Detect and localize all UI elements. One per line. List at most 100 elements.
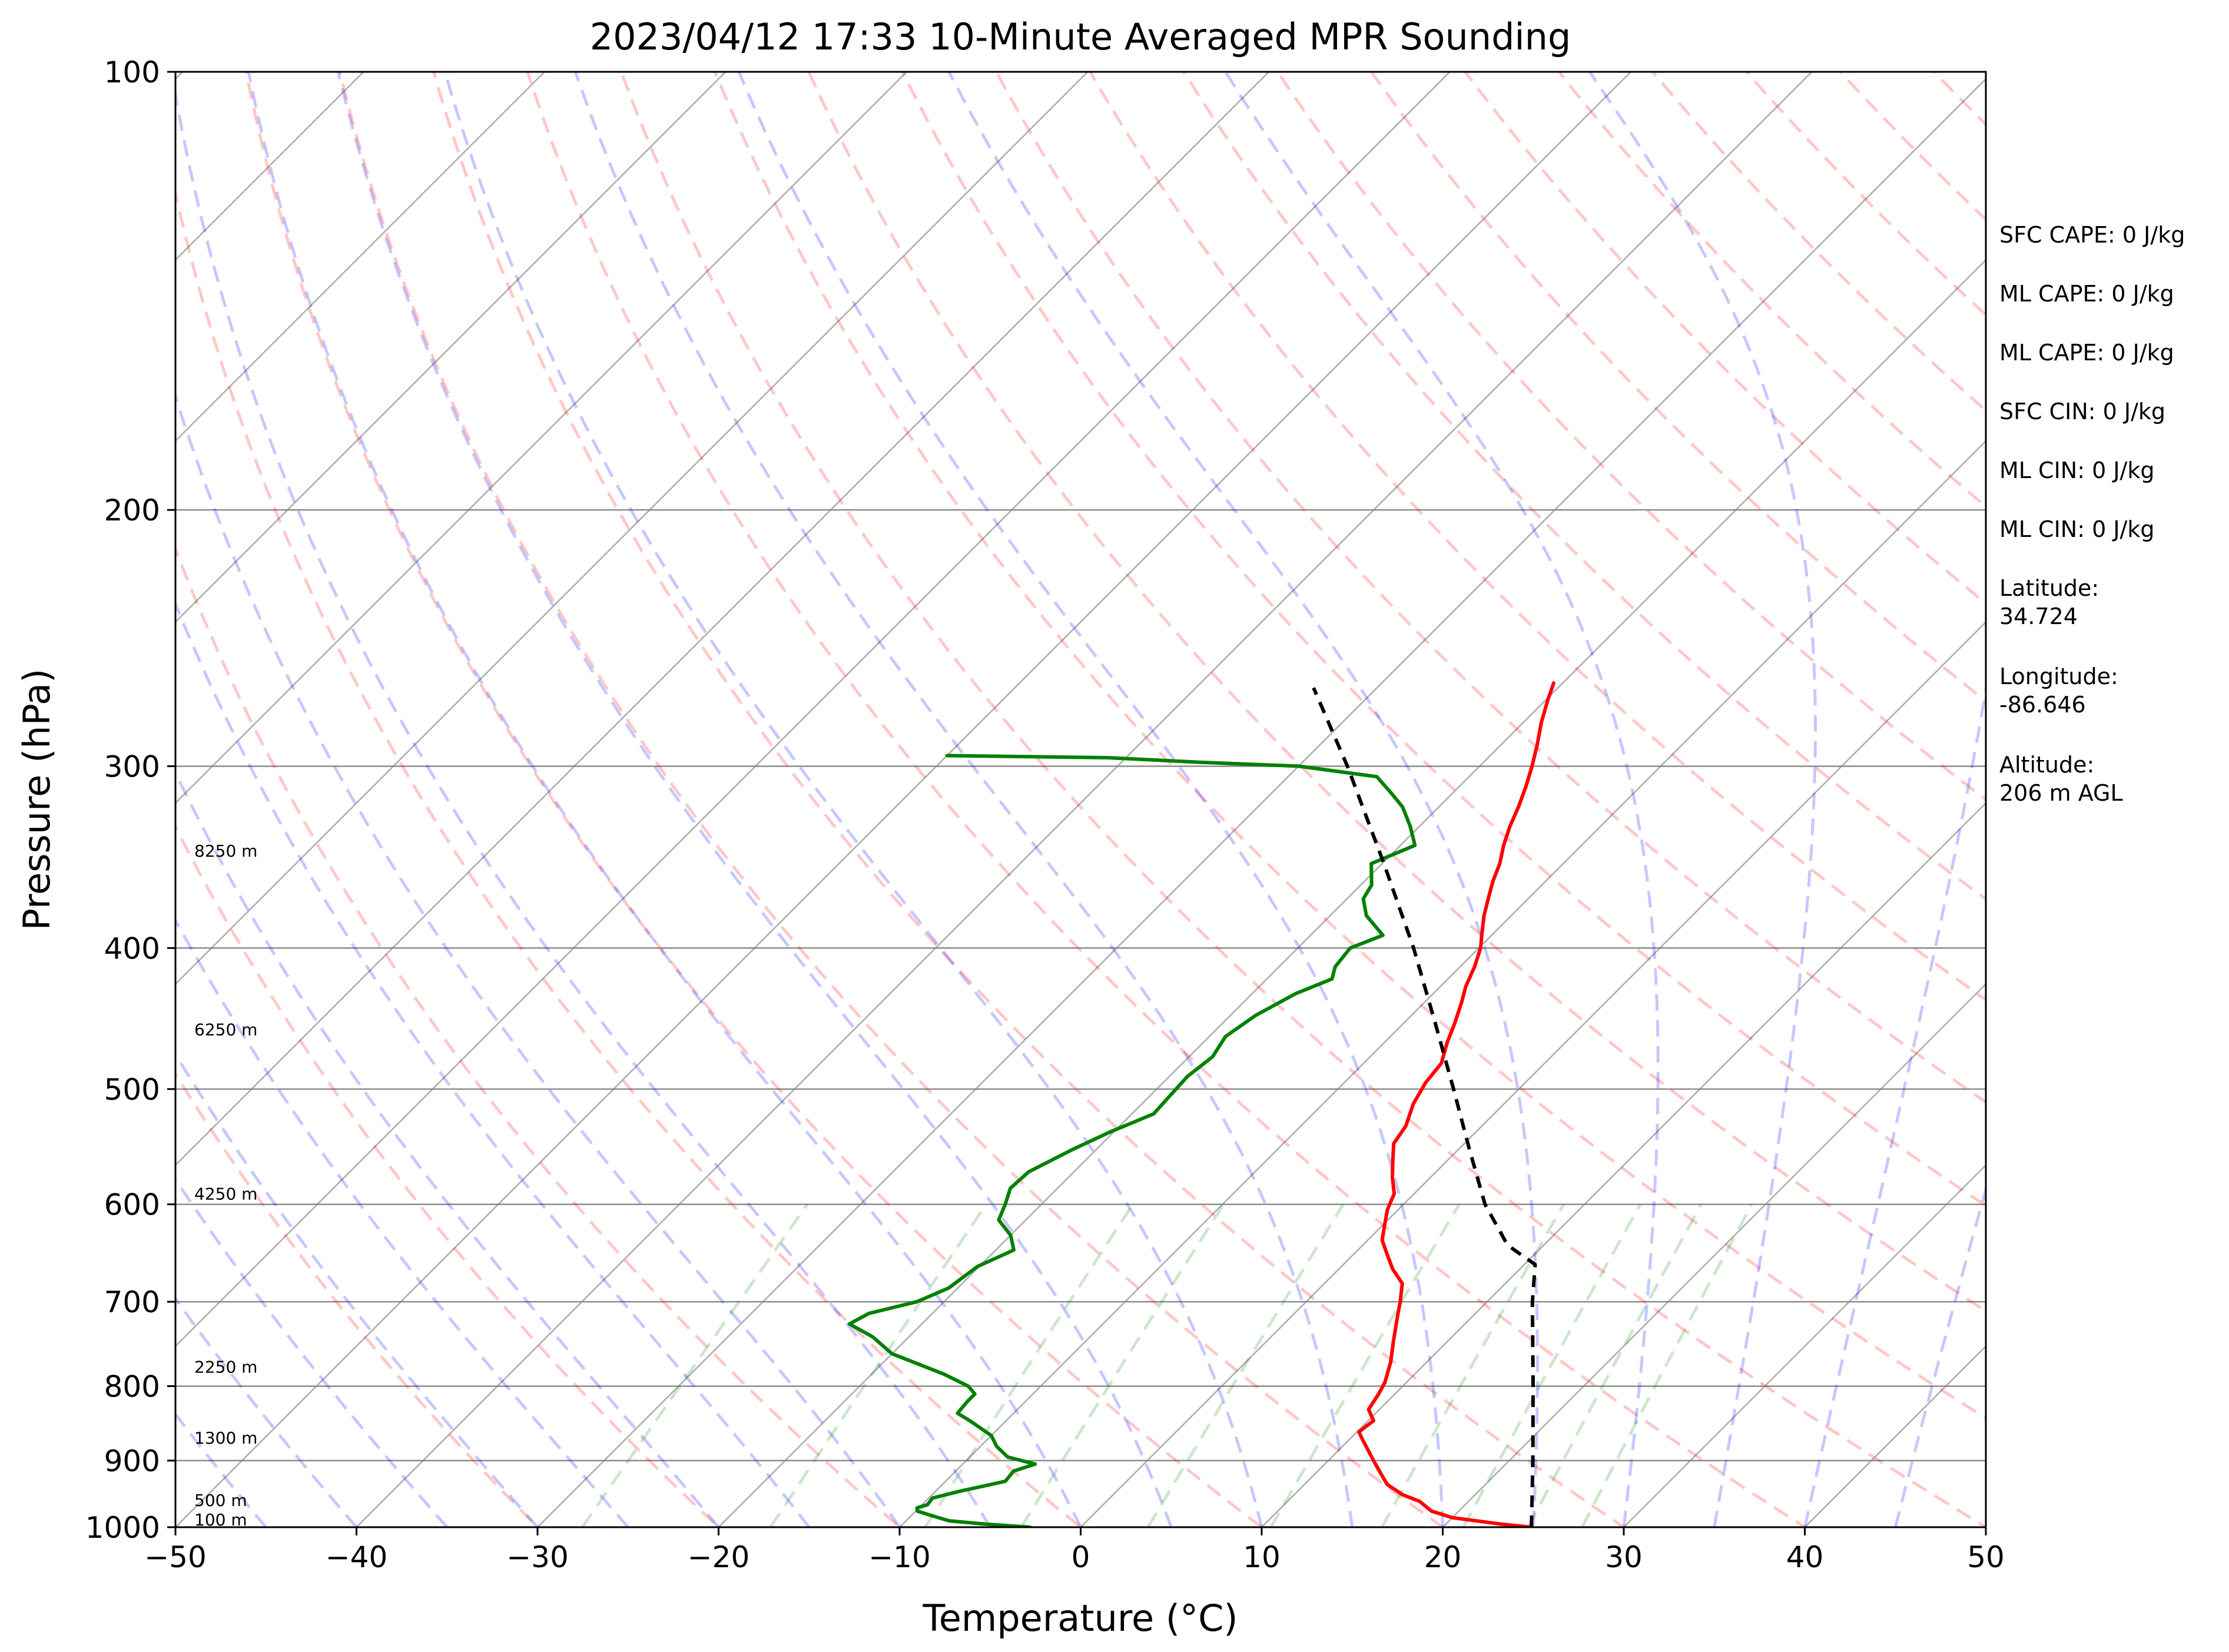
y-axis-label: Pressure (hPa) — [15, 669, 58, 931]
dry-adiabat-line — [994, 72, 1986, 1104]
height-label: 6250 m — [194, 1020, 257, 1040]
y-tick-label: 500 — [104, 1073, 160, 1107]
isotherm-line — [1080, 621, 1986, 1527]
isotherm-line — [537, 78, 1986, 1527]
moist-adiabat-line — [1803, 681, 1986, 1527]
y-tick-label: 600 — [104, 1188, 160, 1222]
height-label: 500 m — [194, 1491, 247, 1510]
height-label: 1300 m — [194, 1428, 257, 1448]
dry-adiabat-line — [175, 186, 1083, 1527]
moist-adiabat-line — [1224, 72, 1660, 1527]
dry-adiabat-line — [1276, 72, 1986, 802]
y-tick-label: 700 — [104, 1285, 160, 1319]
y-tick-label: 100 — [104, 55, 160, 89]
moist-adiabat-line — [1893, 1184, 1986, 1527]
mixing-ratio-line — [1146, 1203, 1345, 1527]
moist-adiabat-line — [175, 1296, 358, 1527]
info-text: 206 m AGL — [1999, 780, 2123, 806]
isotherm-line — [175, 72, 907, 804]
parcel-profile — [1312, 687, 1537, 1527]
moist-adiabat-line — [737, 72, 1444, 1527]
mixing-ratio-line — [1462, 1203, 1642, 1527]
isotherm-line — [175, 72, 545, 442]
isotherm-line — [175, 72, 1451, 1348]
isotherm-line — [1261, 802, 1986, 1527]
info-text: -86.646 — [1999, 692, 2086, 718]
info-text: 34.724 — [1999, 603, 2078, 629]
sounding-profiles — [847, 681, 1555, 1527]
moist-adiabat-line — [247, 72, 1082, 1527]
x-tick-label: −20 — [688, 1540, 750, 1574]
y-tick-label: 800 — [104, 1369, 160, 1404]
isotherm-line — [175, 72, 1631, 1527]
isotherm-line — [175, 72, 1089, 986]
info-text: SFC CIN: 0 J/kg — [1999, 399, 2165, 424]
dry-adiabat-line — [526, 72, 1808, 1527]
x-tick-label: 20 — [1424, 1540, 1462, 1574]
dry-adiabat-line — [175, 1071, 540, 1527]
dry-adiabat-line — [432, 72, 1627, 1527]
moist-adiabat-line — [175, 1051, 539, 1527]
dry-adiabat-line — [1088, 72, 1986, 1002]
sounding-info-panel: SFC CAPE: 0 J/kg ML CAPE: 0 J/kg ML CAPE: … — [1999, 222, 2185, 806]
x-axis: −50 −40 −30 −20 −10 0 10 20 30 40 50 — [144, 1527, 2005, 1574]
height-label: 2250 m — [194, 1358, 257, 1377]
x-tick-label: −30 — [506, 1540, 569, 1574]
mixing-ratio-line — [1581, 1203, 1753, 1527]
isotherm-line — [1623, 1164, 1986, 1527]
y-axis: 1000 900 800 700 600 500 400 300 200 100 — [85, 55, 175, 1545]
y-tick-label: 200 — [104, 493, 160, 528]
dry-adiabat-line — [619, 72, 1986, 1527]
y-tick-label: 300 — [104, 749, 160, 784]
mixing-ratio-line — [924, 1203, 1135, 1527]
height-label: 4250 m — [194, 1185, 257, 1204]
info-text: ML CIN: 0 J/kg — [1999, 516, 2154, 542]
info-text: SFC CAPE: 0 J/kg — [1999, 222, 2185, 248]
moist-adiabat-line — [947, 72, 1539, 1527]
mixing-ratio-line — [1020, 1203, 1225, 1527]
x-tick-label: 10 — [1243, 1540, 1281, 1574]
temperature-profile — [1357, 681, 1555, 1527]
isotherm-line — [175, 72, 1269, 1166]
moist-adiabat-line — [175, 1176, 449, 1527]
x-tick-label: −50 — [144, 1540, 207, 1574]
x-tick-label: −10 — [868, 1540, 931, 1574]
mixing-ratio-line — [1269, 1203, 1461, 1527]
info-text: ML CAPE: 0 J/kg — [1999, 340, 2174, 366]
mixing-ratio-line — [1527, 1203, 1703, 1527]
mixing-ratio-line — [1381, 1203, 1565, 1527]
moist-adiabat-line — [175, 917, 629, 1527]
x-tick-label: −40 — [326, 1540, 388, 1574]
height-label: 100 m — [194, 1510, 247, 1530]
dry-adiabat-line — [1744, 72, 1986, 317]
moist-adiabat-line — [1588, 72, 1817, 1527]
moist-adiabat-line — [175, 86, 991, 1527]
mixing-ratio-line — [581, 1203, 809, 1527]
moist-adiabat-line — [443, 72, 1263, 1527]
moist-adiabat-line — [175, 1411, 267, 1527]
isotherm-line — [1442, 983, 1986, 1527]
info-text: Latitude: — [1999, 575, 2099, 601]
dry-adiabat-line — [713, 72, 1986, 1420]
height-label: 8250 m — [194, 841, 257, 861]
isotherm-line — [718, 258, 1986, 1527]
info-text: Altitude: — [1999, 752, 2094, 778]
dry-adiabat-line — [901, 72, 1986, 1208]
moist-adiabat-line — [175, 600, 811, 1527]
moist-adiabat-line — [175, 769, 720, 1527]
x-axis-label: Temperature (°C) — [922, 1597, 1238, 1640]
x-tick-label: 50 — [1967, 1540, 2005, 1574]
dry-adiabat-line — [1650, 72, 1986, 413]
moist-adiabat-line — [573, 72, 1354, 1527]
background-lines — [175, 72, 1986, 1527]
x-tick-label: 30 — [1605, 1540, 1643, 1574]
info-text: Longitude: — [1999, 664, 2118, 689]
y-tick-label: 400 — [104, 931, 160, 966]
dry-adiabat-line — [175, 545, 902, 1527]
info-text: ML CAPE: 0 J/kg — [1999, 281, 2174, 307]
y-tick-label: 1000 — [85, 1511, 160, 1545]
isotherm-line — [356, 72, 1813, 1527]
